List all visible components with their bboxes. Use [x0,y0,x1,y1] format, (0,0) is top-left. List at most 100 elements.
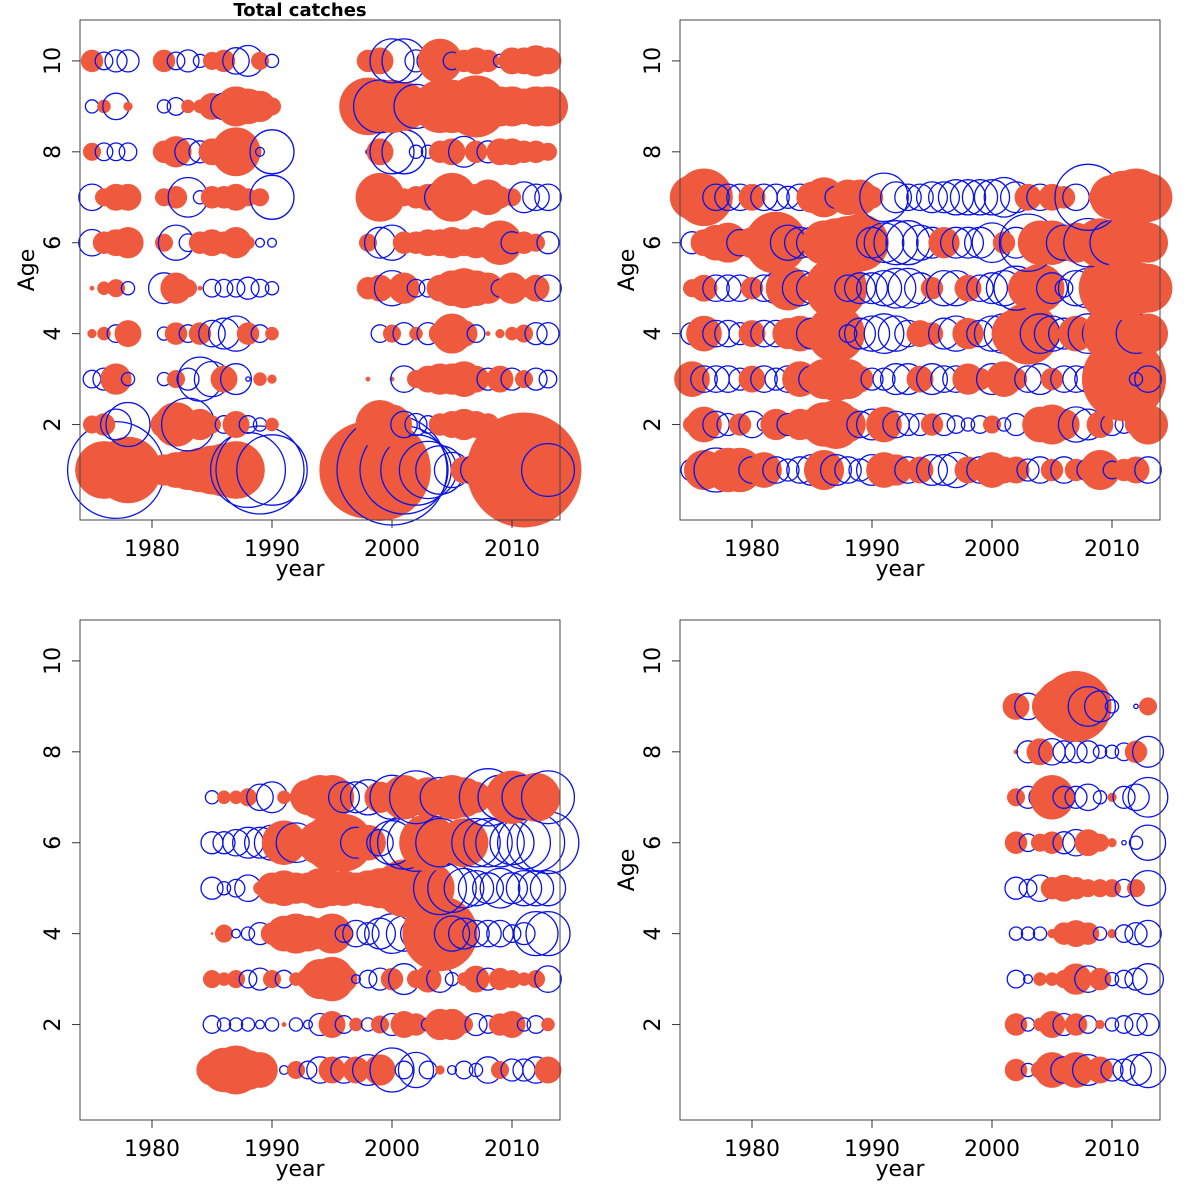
bubble-negative [198,319,226,348]
y-tick-label: 4 [641,927,666,941]
x-tick-label: 1990 [244,537,300,562]
bubble-positive [1052,186,1076,209]
panel-top-left: 1980 1990 2000 2010 2 4 6 8 10 year Age Total catch… [15,0,582,582]
bubble-negative [443,867,485,909]
bubble-positive [1107,792,1117,802]
panel-top-right: 1980 1990 2000 2010 2 4 6 8 10 year Age [615,19,1173,582]
bubble-positive [464,140,488,164]
bubble-negative [529,869,567,907]
bubble-negative [872,367,896,391]
bubble-negative [222,828,250,857]
bubble-negative [843,272,877,305]
bubble-positive [486,365,514,393]
bubble-positive [1026,738,1054,766]
bubble-negative [264,1017,280,1032]
bubble-negative [512,921,536,946]
bubble-negative [873,220,919,266]
bubble-negative [714,274,742,303]
bubble-negative [264,280,280,296]
bubble-negative [238,415,258,434]
bubble-negative [252,417,268,432]
bubble-negative [750,365,778,393]
bubble-negative [1032,926,1048,941]
bubble-positive [365,376,371,382]
y-tick-label: 6 [41,836,66,850]
bubble-negative [516,1017,532,1032]
bubble-negative [536,321,560,346]
x-tick-label: 1980 [124,537,180,562]
bubble-negative [524,367,548,391]
bubble-negative [334,924,354,944]
bubble-negative [216,880,232,896]
bubble-positive [1006,788,1026,807]
bubble-positive [1088,967,1112,991]
bubble-negative [1131,963,1165,996]
bubble-positive [514,370,534,389]
bubble-positive [1076,922,1100,945]
bubble-positive [982,415,1002,434]
bubble-negative [853,315,891,352]
x-tick-label: 1980 [124,1137,180,1162]
bubble-positive [106,279,126,298]
bubble-negative [94,51,114,71]
bubble-negative [266,237,278,248]
bubble-negative [1129,824,1167,861]
bubble-negative [226,278,246,298]
bubble-negative [451,817,501,868]
y-tick-label: 6 [641,836,666,850]
y-tick-label: 4 [641,327,666,341]
bubble-negative [99,408,133,441]
bubble-negative [1074,783,1102,812]
bubble-negative [249,129,295,175]
bubble-negative [520,770,576,825]
bubble-negative [394,1060,414,1080]
panel-title: Total catches [233,0,366,21]
bubble-positive [364,1054,396,1086]
bubble-positive [1090,833,1110,852]
bubble-negative [288,1017,304,1032]
bubble-positive [234,138,262,166]
bubble-negative [1114,924,1134,944]
bubble-negative [973,179,1011,216]
bubble-negative [254,1019,266,1030]
bubble-negative [1006,969,1026,989]
bubble-negative [356,921,380,946]
bubble-positive [1004,367,1028,391]
bubble-positive [197,285,203,291]
bubble-positive [349,1017,363,1032]
bubble-positive [526,970,546,989]
bubble-negative [94,142,114,162]
bubble-negative [1008,926,1024,941]
bubble-positive [1124,740,1148,764]
bubble-positive [674,361,710,397]
bubble-negative [1129,1051,1167,1089]
bubble-negative [366,828,394,857]
bubble-negative [342,919,370,948]
bubble-negative [1136,1012,1160,1037]
bubble-negative [471,872,505,905]
bubble-negative [156,99,172,114]
bubble-negative [690,365,718,393]
bubble-negative [1050,365,1078,393]
bubble-negative [463,817,513,868]
bubble-positive [253,372,267,386]
bubble-negative [1124,1012,1148,1037]
bubble-negative [1121,839,1127,846]
bubble-negative [446,1064,458,1076]
bubble-positive [686,406,722,443]
x-tick-label: 2000 [364,537,420,562]
bubble-negative [105,401,151,448]
bubble-positive [222,411,250,438]
bubble-positive [860,186,884,209]
bubble-negative [1052,740,1076,764]
bubble-positive [1107,838,1117,848]
bubble-positive [522,274,550,302]
bubble-negative [502,924,522,944]
y-tick-label: 2 [641,1018,666,1032]
bubble-negative [1016,458,1040,482]
bubble-negative [479,867,521,909]
bubble-negative [1128,835,1144,850]
plot-frame [79,619,561,1121]
bubble-negative [1054,278,1074,298]
bubble-negative [249,174,295,220]
